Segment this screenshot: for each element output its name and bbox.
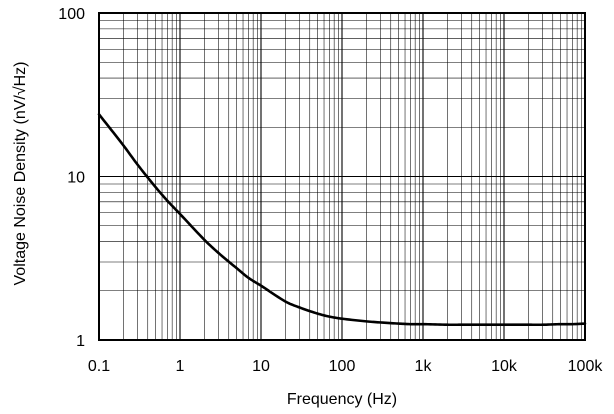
y-tick-label: 1 [76, 333, 85, 350]
x-tick-label: 100k [568, 358, 604, 375]
y-axis-label: Voltage Noise Density (nV/√Hz) [12, 62, 29, 286]
y-tick-label: 100 [58, 6, 85, 23]
x-tick-label: 10 [252, 358, 270, 375]
x-axis-label: Frequency (Hz) [287, 391, 397, 408]
noise-curve [97, 113, 587, 327]
y-tick-label: 10 [67, 170, 85, 187]
x-tick-labels: 0.1 1 10 100 1k 10k 100k [88, 358, 603, 375]
x-tick-label: 1 [176, 358, 185, 375]
x-tick-label: 0.1 [88, 358, 110, 375]
x-tick-label: 10k [491, 358, 518, 375]
plot-frame [98, 12, 586, 341]
x-tick-label: 100 [329, 358, 356, 375]
y-tick-labels: 1 10 100 [58, 6, 85, 350]
grid [99, 13, 585, 340]
x-tick-label: 1k [415, 358, 433, 375]
